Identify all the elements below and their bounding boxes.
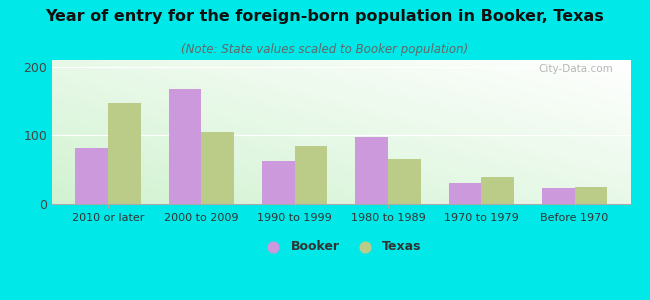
Bar <box>262 161 294 204</box>
Bar <box>575 187 607 204</box>
Text: Year of entry for the foreign-born population in Booker, Texas: Year of entry for the foreign-born popul… <box>46 9 605 24</box>
Bar <box>388 159 421 204</box>
Bar <box>108 103 140 204</box>
Bar <box>448 183 481 204</box>
Bar <box>481 177 514 204</box>
Bar <box>294 146 327 204</box>
Legend: Booker, Texas: Booker, Texas <box>255 235 427 258</box>
Text: (Note: State values scaled to Booker population): (Note: State values scaled to Booker pop… <box>181 44 469 56</box>
Bar <box>168 89 202 204</box>
Text: City-Data.com: City-Data.com <box>538 64 613 74</box>
Bar <box>75 148 108 204</box>
Bar <box>356 137 388 204</box>
Bar <box>202 132 234 204</box>
Bar <box>542 188 575 204</box>
